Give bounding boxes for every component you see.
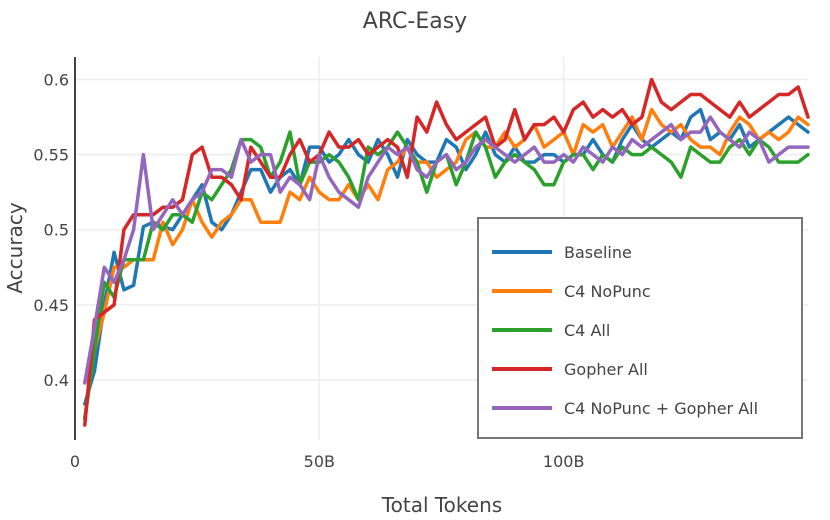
legend-label: C4 NoPunc — [564, 282, 651, 301]
x-axis-title: Total Tokens — [381, 493, 502, 517]
series-line-c4-nopunc-gopher-all — [83, 115, 810, 385]
y-tick-label: 0.45 — [33, 296, 69, 315]
x-tick-label: 0 — [70, 452, 80, 471]
x-tick-labels: 0 50B 100B — [70, 452, 585, 471]
legend-label: Baseline — [564, 243, 632, 262]
series-line-baseline — [83, 107, 810, 406]
y-tick-label: 0.55 — [33, 146, 69, 165]
series-lines — [83, 77, 810, 427]
legend-label: C4 All — [564, 321, 610, 340]
y-tick-label: 0.6 — [44, 71, 69, 90]
series-line-gopher-all — [83, 77, 810, 427]
legend-label: C4 NoPunc + Gopher All — [564, 399, 758, 418]
chart-title: ARC-Easy — [363, 9, 467, 34]
legend-label: Gopher All — [564, 360, 648, 379]
legend: Baseline C4 NoPunc C4 All Gopher All C4 NoPu… — [477, 217, 803, 439]
y-axis-title: Accuracy — [3, 202, 27, 293]
y-tick-label: 0.5 — [44, 221, 69, 240]
y-tick-labels: 0.4 0.45 0.5 0.55 0.6 — [33, 71, 69, 390]
x-tick-label: 50B — [304, 452, 335, 471]
x-tick-label: 100B — [543, 452, 585, 471]
y-tick-label: 0.4 — [44, 371, 69, 390]
